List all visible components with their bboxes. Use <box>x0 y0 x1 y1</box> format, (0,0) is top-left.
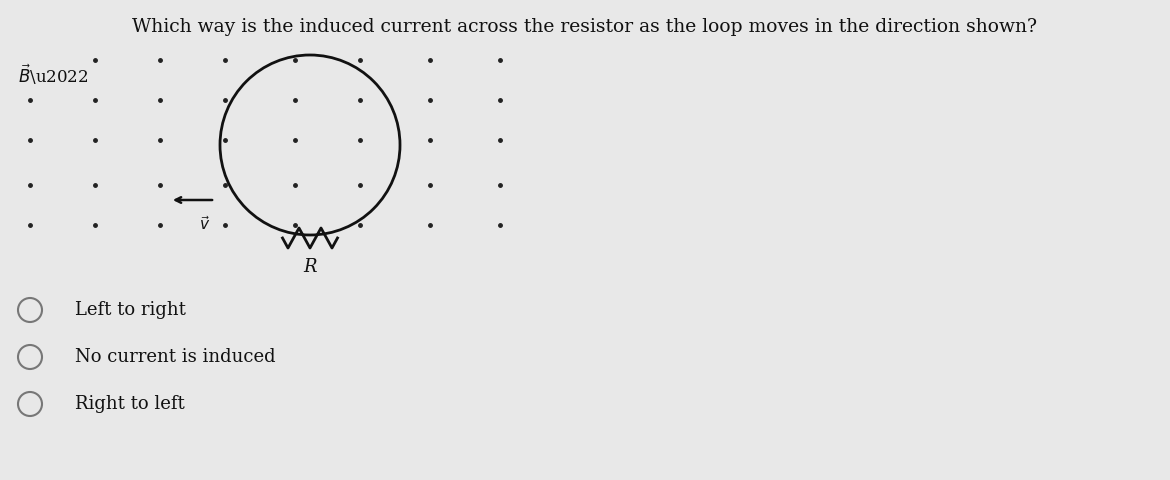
Text: $\vec{v}$: $\vec{v}$ <box>199 215 211 233</box>
Text: R: R <box>303 258 317 276</box>
Text: Right to left: Right to left <box>75 395 185 413</box>
Text: $\vec{B}$\u2022: $\vec{B}$\u2022 <box>18 63 89 87</box>
Text: No current is induced: No current is induced <box>75 348 276 366</box>
Text: Which way is the induced current across the resistor as the loop moves in the di: Which way is the induced current across … <box>132 18 1038 36</box>
Text: Left to right: Left to right <box>75 301 186 319</box>
